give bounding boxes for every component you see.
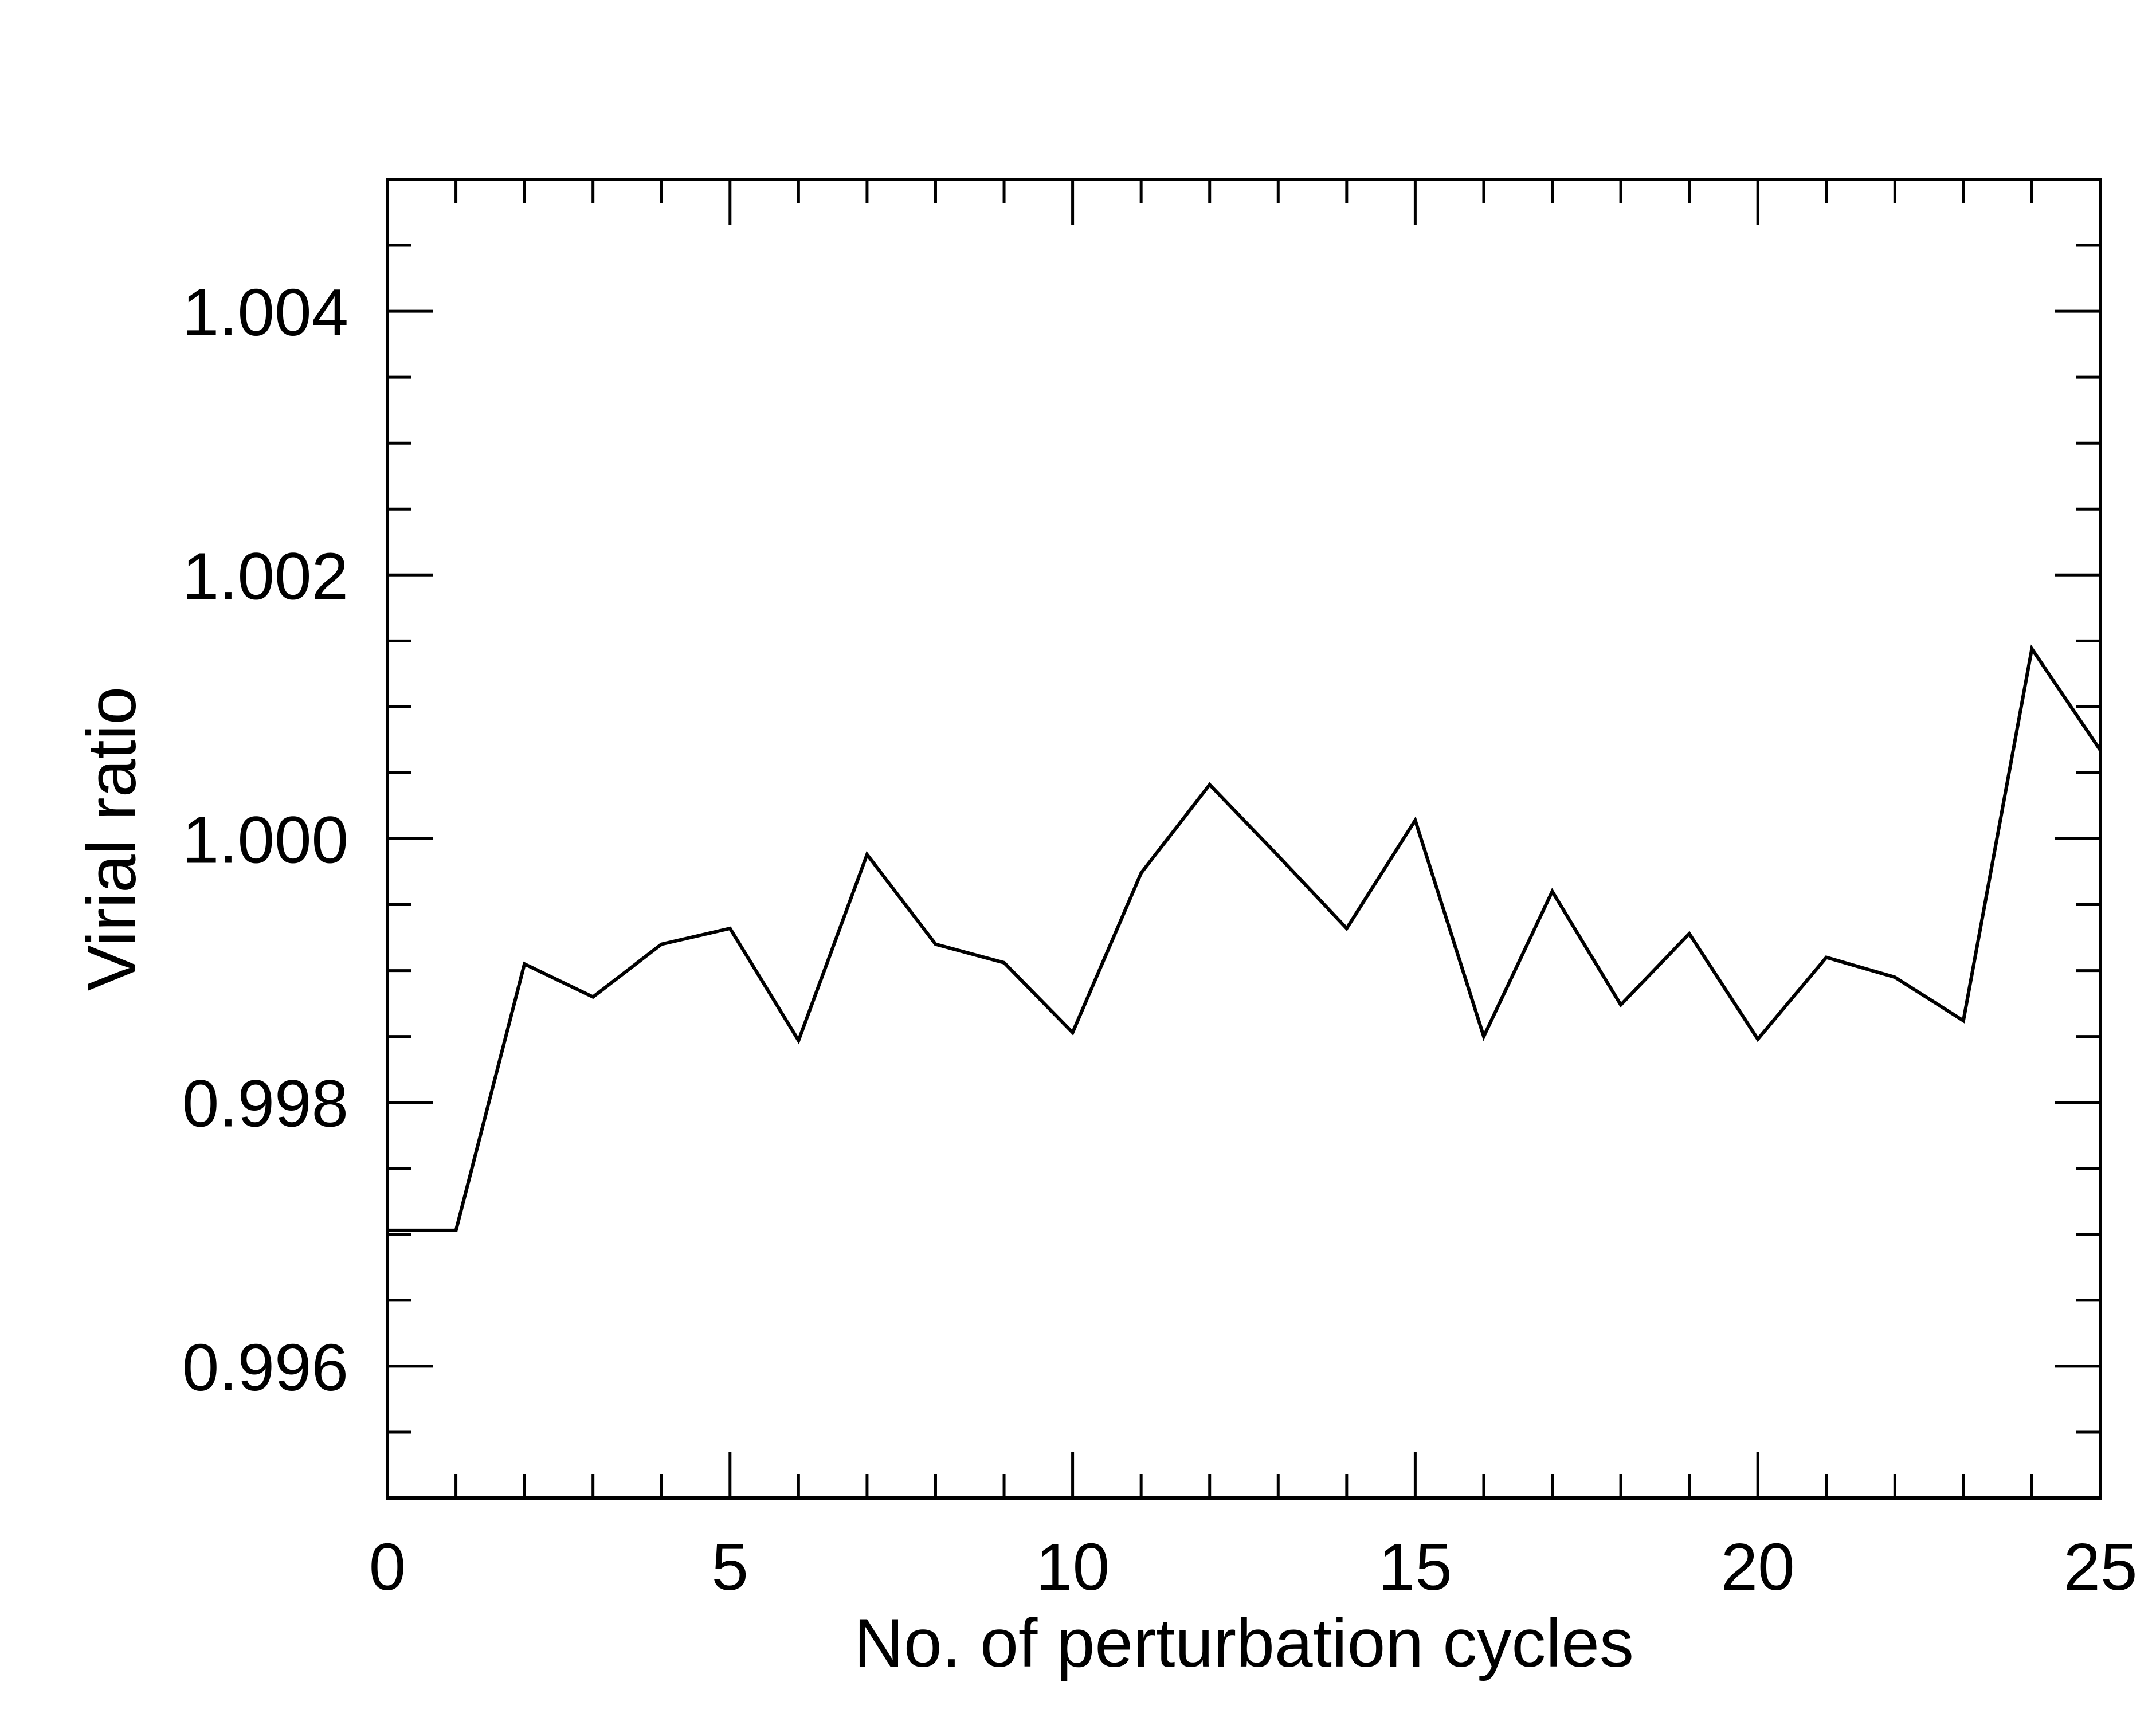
x-tick-label: 10 — [1036, 1530, 1110, 1604]
y-tick-label: 1.002 — [182, 539, 348, 613]
x-axis-label: No. of perturbation cycles — [854, 1605, 1634, 1681]
tick-labels: 0 5 10 15 20 25 0.996 0.998 1.000 1.002 1.004 — [182, 275, 2138, 1604]
x-tick-label: 20 — [1721, 1530, 1795, 1604]
series-layer — [387, 644, 2102, 1232]
plot-frame — [386, 178, 2102, 1500]
y-tick-label: 0.998 — [182, 1067, 348, 1141]
y-tick-label: 1.004 — [182, 275, 348, 350]
x-tick-label: 15 — [1378, 1530, 1452, 1604]
y-axis-label: Virial ratio — [73, 687, 150, 991]
x-tick-label: 5 — [712, 1530, 749, 1604]
series-line — [387, 644, 2102, 1232]
x-tick-label: 25 — [2063, 1530, 2137, 1604]
x-tick-label: 0 — [369, 1530, 406, 1604]
y-tick-label: 1.000 — [182, 803, 348, 877]
axis-ticks — [386, 178, 2102, 1500]
y-tick-label: 0.996 — [182, 1330, 348, 1405]
